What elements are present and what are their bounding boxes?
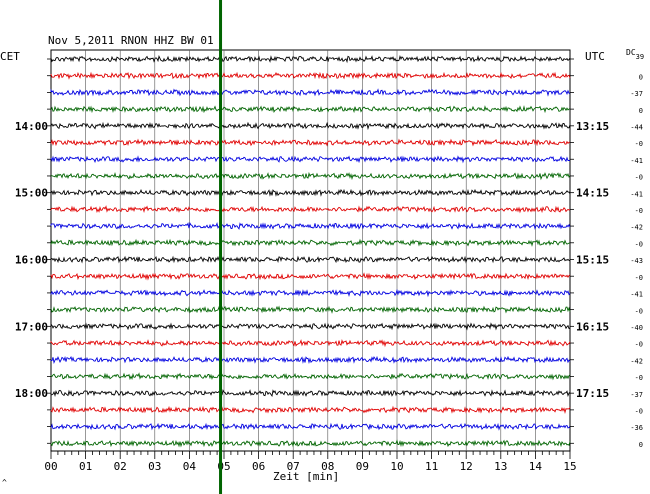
x-tick-label: 00 <box>44 460 57 473</box>
right-hour-label: 14:15 <box>576 187 609 200</box>
trace-20 <box>50 372 571 381</box>
x-tick-label: 11 <box>425 460 438 473</box>
trace-4 <box>50 105 571 114</box>
right-hour-label: 15:15 <box>576 254 609 267</box>
trace-1 <box>50 54 571 64</box>
dc-offset-value: -42 <box>630 224 643 232</box>
dc-offset-value: -0 <box>635 274 643 282</box>
trace-6 <box>50 138 571 147</box>
x-tick-label: 10 <box>390 460 403 473</box>
trace-7 <box>50 155 571 164</box>
dc-offset-value: -0 <box>635 307 643 315</box>
trace-19 <box>50 355 571 365</box>
x-tick-label: 06 <box>252 460 265 473</box>
x-tick-label: 13 <box>494 460 507 473</box>
x-tick-label: 15 <box>563 460 576 473</box>
dc-offset-value: -0 <box>635 207 643 215</box>
trace-11 <box>50 222 571 230</box>
x-tick-label: 12 <box>460 460 473 473</box>
left-hour-label: 18:00 <box>15 387 48 400</box>
trace-14 <box>50 272 571 281</box>
x-tick-label: 08 <box>321 460 334 473</box>
dc-offset-value: -43 <box>630 257 643 265</box>
trace-17 <box>50 322 571 331</box>
plot-frame <box>50 49 571 452</box>
dc-offset-value: -0 <box>635 174 643 182</box>
right-hour-label: 17:15 <box>576 387 609 400</box>
trace-15 <box>50 288 571 298</box>
trace-23 <box>50 422 571 431</box>
dc-offset-value: -0 <box>635 140 643 148</box>
chart-title: Nov 5,2011 RNON HHZ BW 01 <box>48 34 214 47</box>
trace-10 <box>50 205 571 214</box>
x-tick-label: 09 <box>356 460 369 473</box>
x-tick-label: 03 <box>148 460 161 473</box>
dc-offset-value: -0 <box>635 341 643 349</box>
dc-offset-value: -37 <box>630 90 643 98</box>
corner-mark: ^ <box>2 478 7 487</box>
trace-16 <box>50 305 571 314</box>
trace-21 <box>50 389 571 398</box>
dc-header: DC39 <box>626 48 645 61</box>
right-hour-label: 16:15 <box>576 320 609 333</box>
trace-8 <box>50 171 571 181</box>
dc-offset-value: -0 <box>635 408 643 416</box>
left-hour-label: 16:00 <box>15 254 48 267</box>
left-hour-label: 15:00 <box>15 187 48 200</box>
dc-offset-value: -0 <box>635 240 643 248</box>
dc-offset-value: 0 <box>639 107 643 115</box>
dc-offset-value: 0 <box>639 73 643 81</box>
left-hour-label: 14:00 <box>15 120 48 133</box>
dc-offset-value: -41 <box>630 157 643 165</box>
trace-13 <box>50 255 571 264</box>
trace-2 <box>50 71 571 80</box>
left-hour-label: 17:00 <box>15 320 48 333</box>
dc-offset-value: -40 <box>630 324 643 332</box>
x-tick-label: 04 <box>183 460 197 473</box>
x-axis-label: Zeit [min] <box>273 470 340 483</box>
right-axis-title: UTC <box>585 50 605 63</box>
trace-5 <box>50 121 571 131</box>
dc-offset-value: -44 <box>630 123 643 131</box>
left-axis-title: CET <box>0 50 20 63</box>
dc-offset-value: -36 <box>630 424 643 432</box>
dc-offset-value: -41 <box>630 190 643 198</box>
dc-offset-value: 0 <box>639 441 643 449</box>
right-hour-label: 13:15 <box>576 120 609 133</box>
trace-3 <box>50 88 571 97</box>
x-tick-label: 01 <box>79 460 92 473</box>
dc-offset-value: -41 <box>630 291 643 299</box>
x-tick-label: 14 <box>529 460 543 473</box>
dc-offset-value: -0 <box>635 374 643 382</box>
trace-24 <box>50 439 571 448</box>
x-tick-label: 02 <box>114 460 127 473</box>
trace-9 <box>50 188 571 197</box>
trace-18 <box>50 339 571 348</box>
trace-22 <box>50 405 571 415</box>
trace-12 <box>50 238 571 247</box>
dc-offset-value: -37 <box>630 391 643 399</box>
dc-offset-value: -42 <box>630 357 643 365</box>
x-tick-label: 07 <box>287 460 300 473</box>
